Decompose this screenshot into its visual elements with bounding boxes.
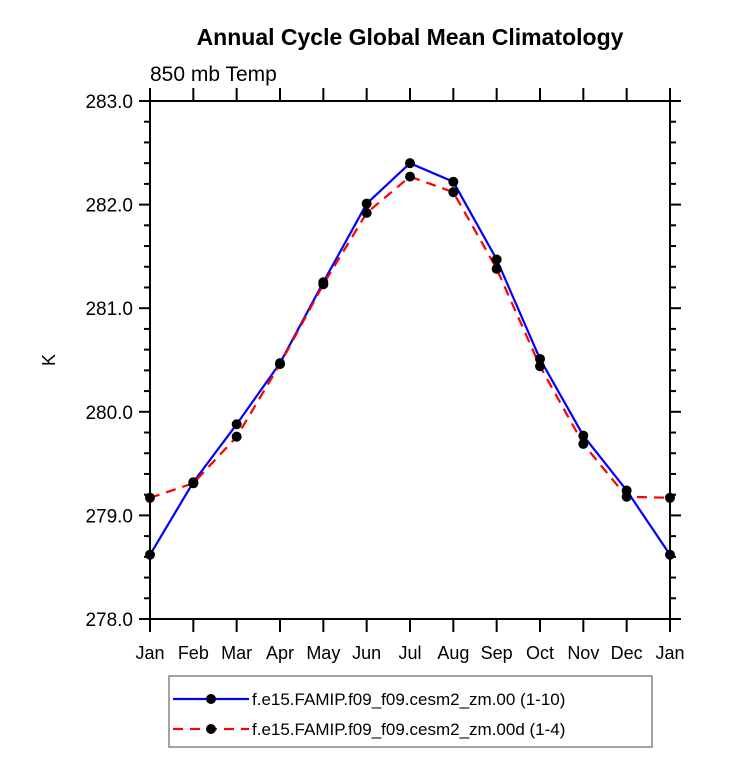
data-point-marker [145, 549, 155, 560]
data-point-marker [318, 279, 329, 290]
y-tick-label: 281.0 [85, 299, 133, 320]
x-tick-label: Sep [481, 643, 513, 663]
x-tick-label: Aug [437, 643, 469, 663]
data-point-marker [448, 176, 459, 187]
y-tick-label: 282.0 [85, 196, 133, 217]
x-tick-label: Nov [567, 643, 599, 663]
x-tick-label: May [306, 643, 340, 663]
data-point-marker [535, 361, 545, 372]
data-point-marker [188, 478, 199, 489]
x-tick-label: Apr [266, 643, 294, 663]
legend-marker [206, 724, 216, 734]
data-point-marker [275, 359, 285, 370]
data-point-marker [665, 549, 675, 560]
x-tick-label: Jan [135, 643, 164, 663]
data-point-marker [491, 254, 502, 265]
data-point-marker [448, 187, 459, 198]
legend-marker [206, 694, 216, 704]
data-point-marker [621, 491, 632, 502]
data-point-marker [231, 431, 242, 442]
y-tick-label: 278.0 [85, 610, 133, 631]
legend-entry-label: f.e15.FAMIP.f09_f09.cesm2_zm.00 (1-10) [252, 690, 565, 709]
data-point-marker [231, 419, 242, 430]
legend-box [168, 675, 653, 748]
series-line-0 [149, 161, 671, 556]
chart-title: Annual Cycle Global Mean Climatology [197, 24, 624, 50]
legend-entry-label: f.e15.FAMIP.f09_f09.cesm2_zm.00d (1-4) [252, 720, 565, 739]
data-point-marker [665, 492, 675, 503]
y-axis-unit-label: K [39, 354, 59, 366]
series-line-1 [149, 175, 671, 499]
data-point-marker [578, 430, 589, 441]
data-point-marker [491, 263, 502, 274]
data-point-marker [578, 438, 589, 449]
data-point-marker [405, 171, 415, 182]
y-tick-label: 283.0 [85, 92, 133, 113]
x-tick-label: Jun [352, 643, 381, 663]
x-tick-label: Oct [526, 643, 554, 663]
x-tick-label: Jan [655, 643, 684, 663]
data-point-marker [145, 492, 155, 503]
x-tick-label: Jul [398, 643, 421, 663]
plot-axes: Jan Feb Mar Apr May Jun Jul Aug Sep Oct Nov Dec Jan2… [85, 88, 685, 663]
y-tick-label: 279.0 [85, 506, 133, 527]
data-point-marker [405, 158, 415, 169]
plot-legend: f.e15.FAMIP.f09_f09.cesm2_zm.00 (1-10) f.… [168, 675, 653, 748]
chart-subtitle: 850 mb Temp [150, 63, 277, 86]
data-point-marker [361, 207, 372, 218]
x-tick-label: Mar [221, 643, 252, 663]
x-tick-label: Feb [178, 643, 209, 663]
x-tick-label: Dec [611, 643, 643, 663]
plot-series [145, 158, 675, 560]
data-point-marker [361, 198, 372, 209]
y-tick-label: 280.0 [85, 403, 133, 424]
data-point-marker [535, 353, 545, 364]
